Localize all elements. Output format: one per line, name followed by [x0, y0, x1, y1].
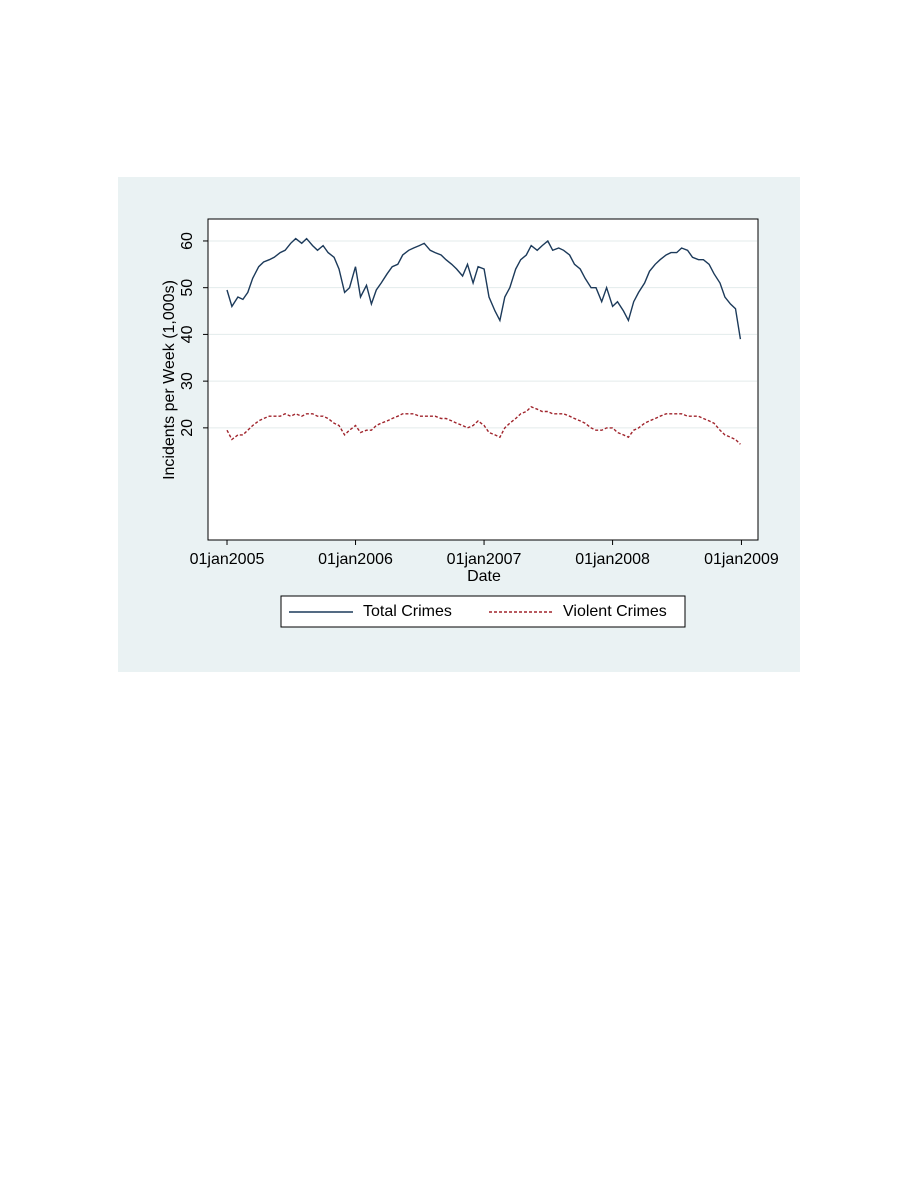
legend-label: Violent Crimes — [563, 603, 667, 620]
x-tick-label: 01jan2005 — [190, 551, 265, 568]
y-tick-label: 40 — [179, 325, 196, 343]
y-tick-label: 30 — [179, 372, 196, 390]
y-axis-title: Incidents per Week (1,000s) — [161, 280, 178, 480]
data-line — [226, 237, 742, 340]
x-tick-label: 01jan2008 — [575, 551, 650, 568]
x-tick-label: 01jan2009 — [704, 551, 779, 568]
x-tick-label: 01jan2007 — [447, 551, 522, 568]
x-axis-title: Date — [467, 568, 501, 585]
x-tick-label: 01jan2006 — [318, 551, 393, 568]
y-tick-label: 20 — [179, 419, 196, 437]
plot-area — [207, 218, 759, 541]
legend-label: Total Crimes — [363, 603, 452, 620]
y-tick-label: 60 — [179, 232, 196, 250]
y-tick-label: 50 — [179, 279, 196, 297]
data-line — [226, 405, 741, 445]
